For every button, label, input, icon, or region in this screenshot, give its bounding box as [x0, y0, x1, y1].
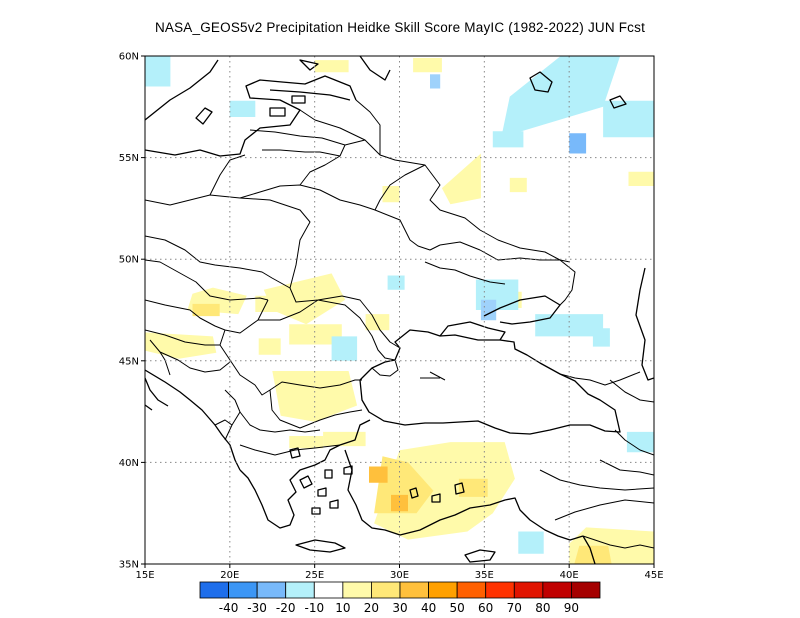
- skill-region-35: [626, 431, 654, 453]
- colorbar-label: -20: [276, 601, 296, 615]
- caspian-coastline: [635, 267, 654, 381]
- lat-tick-label: 55N: [119, 153, 139, 164]
- skill-region-25: [501, 56, 621, 138]
- skill-region-1: [145, 332, 217, 359]
- skill-region-39: [569, 133, 587, 154]
- colorbar-swatch-2: [256, 581, 287, 599]
- colorbar-label: 60: [478, 601, 493, 615]
- levant-coastline: [582, 535, 596, 564]
- colorbar-label: 50: [449, 601, 464, 615]
- colorbar-swatch-6: [371, 581, 401, 599]
- colorbar-label: -40: [219, 601, 239, 615]
- colorbar-swatch-5: [342, 581, 372, 599]
- colorbar-label: 20: [364, 601, 379, 615]
- crimea-coastline: [439, 321, 506, 341]
- skill-region-4: [255, 295, 285, 312]
- lon-tick-label: 35E: [475, 570, 494, 581]
- colorbar-label: 90: [564, 601, 579, 615]
- lon-tick-label: 45E: [644, 570, 663, 581]
- colorbar-swatch-13: [571, 581, 601, 599]
- skill-region-13: [509, 177, 527, 193]
- skill-region-12: [441, 153, 481, 205]
- skill-region-3: [263, 273, 346, 325]
- colorbar-swatch-4: [313, 581, 344, 599]
- gulf-finland-coastline: [269, 56, 391, 101]
- lake-islands: [409, 482, 465, 503]
- turkey-coastline: [339, 419, 584, 541]
- lon-tick-label: 40E: [560, 570, 579, 581]
- lon-tick-label: 25E: [305, 570, 324, 581]
- colorbar-label: 40: [421, 601, 436, 615]
- skill-region-8: [323, 431, 366, 447]
- colorbar-swatch-0: [199, 581, 229, 599]
- skill-region-20: [458, 478, 488, 497]
- black-sea-coastline: [359, 329, 621, 435]
- skill-region-34: [592, 328, 610, 347]
- colorbar-label: -30: [247, 601, 267, 615]
- skill-region-30: [387, 275, 405, 290]
- colorbar-label: 80: [535, 601, 550, 615]
- colorbar-swatch-11: [513, 581, 544, 599]
- skill-region-10: [365, 314, 390, 331]
- lat-tick-label: 40N: [119, 458, 139, 469]
- skill-region-27: [603, 100, 654, 138]
- cyprus-coastline: [464, 549, 496, 563]
- skill-region-26: [492, 131, 524, 148]
- skill-region-28: [145, 56, 171, 87]
- skill-region-38: [430, 74, 441, 89]
- baltic-coastline: [145, 59, 357, 157]
- skill-region-19: [374, 456, 434, 514]
- colorbar-swatch-1: [228, 581, 258, 599]
- axis-ticks: 15E 20E 25E 30E 35E 40E 45E 35N 40N 45N 50N 55N 60N: [119, 52, 664, 582]
- colorbar-label: 10: [335, 601, 350, 615]
- country-borders: [145, 99, 654, 549]
- colorbar-swatch-3: [285, 581, 315, 599]
- crete-coastline: [295, 539, 346, 553]
- colorbar-swatch-12: [542, 581, 572, 599]
- skill-region-14: [628, 171, 654, 186]
- colorbar-swatch-9: [456, 581, 487, 599]
- skill-region-33: [535, 314, 604, 337]
- greece-coastline: [239, 444, 341, 529]
- skill-region-5: [289, 324, 342, 345]
- adriatic-coastline: [145, 369, 241, 471]
- figure-title: NASA_GEOS5v2 Precipitation Heidke Skill …: [154, 20, 646, 35]
- northern-lakes: [299, 59, 627, 109]
- skill-region-21: [391, 494, 408, 512]
- italy-coastline: [145, 377, 169, 411]
- skill-region-16: [413, 58, 442, 73]
- skill-region-22: [369, 466, 388, 483]
- skill-region-32: [331, 336, 358, 361]
- colorbar-label: 70: [507, 601, 522, 615]
- lat-tick-label: 60N: [119, 52, 139, 63]
- colorbar: -40 -30 -20 -10 10 20 30 40 50 60 70 80 90: [199, 581, 601, 615]
- lat-tick-label: 50N: [119, 255, 139, 266]
- colorbar-swatch-8: [428, 581, 458, 599]
- colorbar-label: -10: [304, 601, 324, 615]
- skill-region-37: [480, 299, 497, 321]
- skill-region-24: [574, 545, 612, 564]
- skill-region-9: [289, 436, 324, 449]
- skill-region-29: [229, 100, 256, 117]
- lon-tick-label: 20E: [220, 570, 239, 581]
- lon-tick-label: 30E: [390, 570, 409, 581]
- skill-region-36: [518, 531, 544, 554]
- skill-region-2: [192, 303, 220, 317]
- skill-region-15: [314, 60, 349, 73]
- colorbar-swatch-10: [485, 581, 515, 599]
- colorbar-swatch-7: [399, 581, 429, 599]
- baltic-islands: [195, 95, 306, 125]
- lon-tick-label: 15E: [135, 570, 154, 581]
- colorbar-label: 30: [392, 601, 407, 615]
- aegean-islands: [289, 447, 353, 515]
- skill-region-6: [258, 338, 281, 355]
- lat-tick-label: 45N: [119, 356, 139, 367]
- coastlines-and-borders: [145, 56, 654, 564]
- lat-tick-label: 35N: [119, 560, 139, 571]
- skill-region-11: [382, 186, 400, 203]
